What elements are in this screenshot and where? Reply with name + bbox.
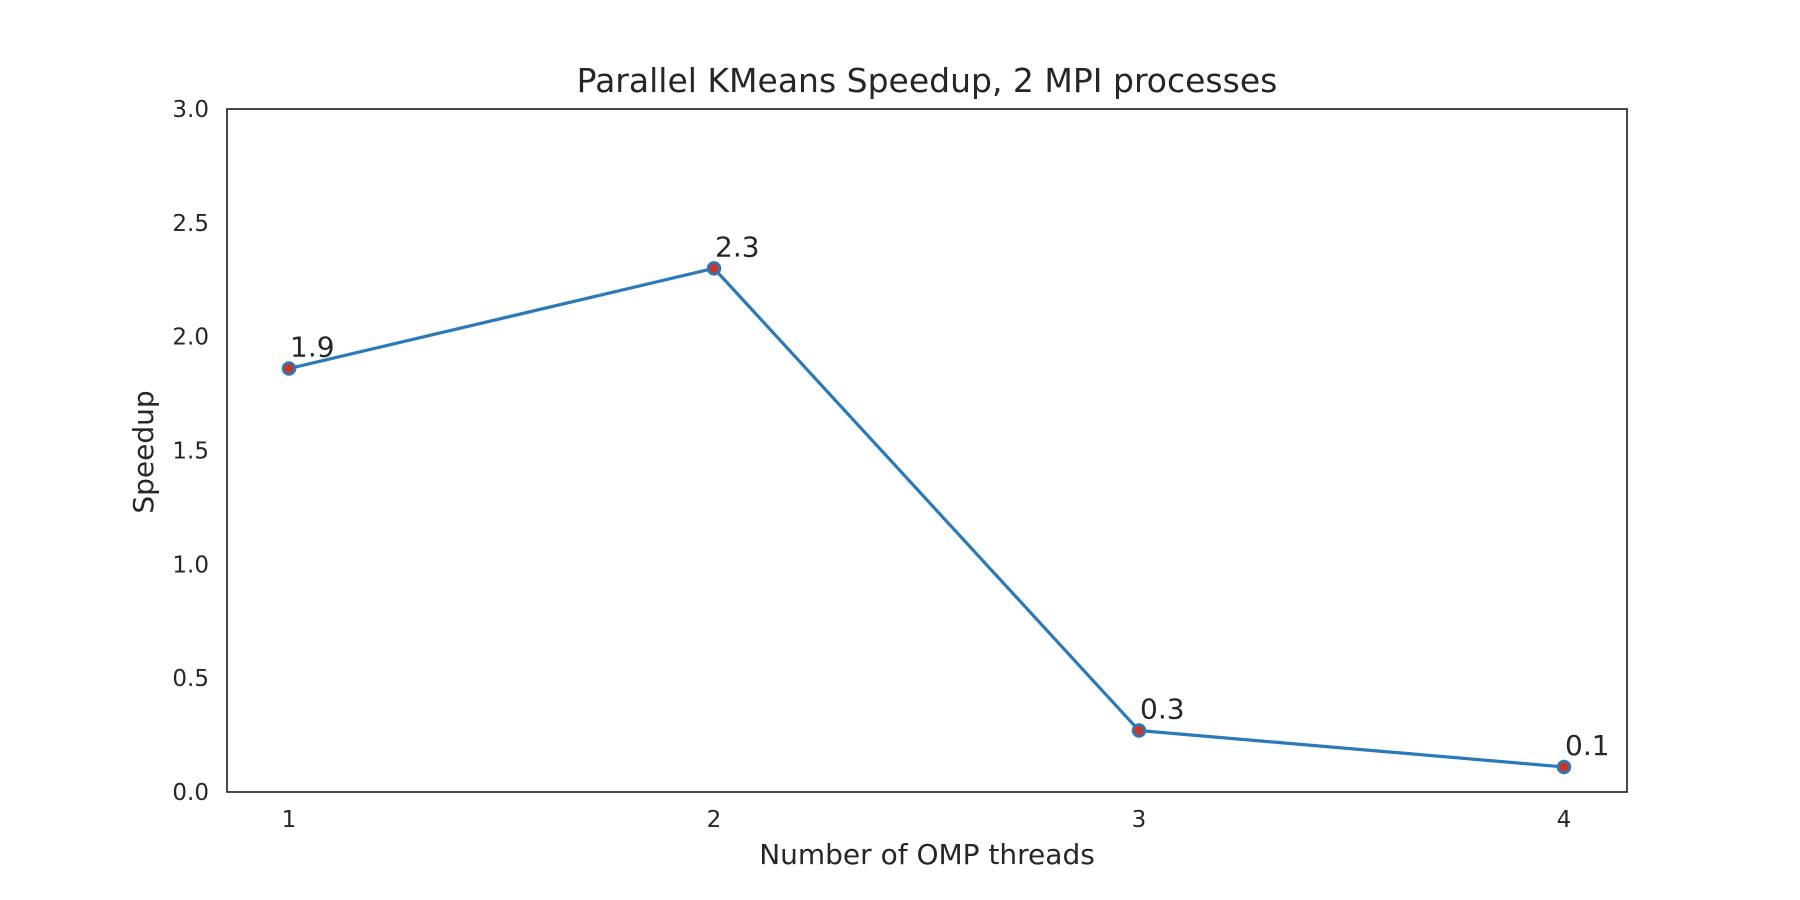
- y-axis-label: Speedup: [127, 390, 160, 513]
- x-axis-ticks: 1 2 3 4: [282, 807, 1572, 833]
- data-point-marker: [281, 361, 297, 376]
- x-tick-label: 1: [282, 807, 297, 833]
- series-line: [288, 266, 1565, 769]
- x-axis-label: Number of OMP threads: [759, 838, 1095, 871]
- series-group: 1.9 2.3 0.3 0.1: [281, 230, 1610, 775]
- y-tick-label: 0.0: [172, 780, 209, 806]
- data-point-marker: [1131, 723, 1147, 738]
- data-point-label: 0.1: [1565, 729, 1610, 762]
- x-tick-label: 2: [707, 807, 722, 833]
- data-point-label: 2.3: [715, 230, 760, 263]
- data-point-label: 0.3: [1140, 693, 1185, 726]
- data-point-marker: [706, 261, 722, 276]
- y-tick-label: 3.0: [172, 97, 209, 123]
- y-tick-label: 2.5: [172, 211, 209, 237]
- chart-title: Parallel KMeans Speedup, 2 MPI processes: [577, 61, 1278, 100]
- y-tick-label: 1.0: [172, 552, 209, 578]
- plot-area-frame: [226, 108, 1628, 793]
- y-tick-label: 2.0: [172, 325, 209, 351]
- y-tick-label: 0.5: [172, 666, 209, 692]
- data-point-marker: [1556, 759, 1572, 775]
- x-tick-label: 4: [1557, 807, 1572, 833]
- data-point-label: 1.9: [290, 331, 335, 364]
- y-axis-ticks: 0.0 0.5 1.0 1.5 2.0 2.5 3.0: [172, 97, 209, 806]
- y-tick-label: 1.5: [172, 439, 209, 465]
- x-tick-label: 3: [1132, 807, 1147, 833]
